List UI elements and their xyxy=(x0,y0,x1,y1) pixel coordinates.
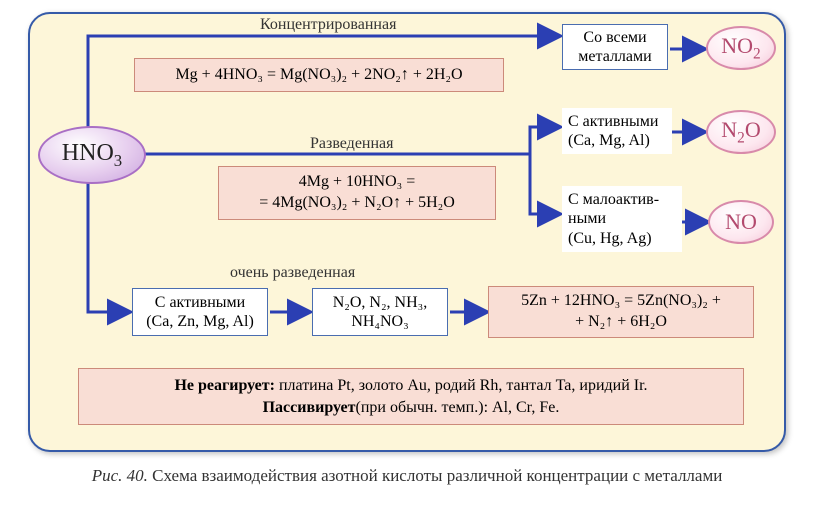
box-vd-products: N₂O, N₂, NH₃, NH₄NO₃ xyxy=(312,288,448,336)
caption-fig: Рис. 40. xyxy=(92,466,152,485)
eq3b: + N₂↑ + 6H₂O xyxy=(575,312,667,333)
notes-l1-rest: платина Pt, золото Au, родий Rh, тантал … xyxy=(275,377,648,394)
eq1-text: Mg + 4HNO₃ = Mg(NO₃)₂ + 2NO₂↑ + 2H₂O xyxy=(175,65,462,86)
hno3-text: HNO3 xyxy=(62,140,122,171)
diagram-panel: HNO3 Концентрированная Mg + 4HNO₃ = Mg(N… xyxy=(28,12,786,452)
vd-active-l2: (Ca, Zn, Mg, Al) xyxy=(146,312,254,331)
box-active-metals: С активными (Ca, Mg, Al) xyxy=(562,108,672,154)
label-diluted: Разведенная xyxy=(310,135,394,153)
box-all-metals: Со всеми металлами xyxy=(562,24,668,70)
equation-concentrated: Mg + 4HNO₃ = Mg(NO₃)₂ + 2NO₂↑ + 2H₂O xyxy=(134,58,504,92)
eq3a: 5Zn + 12HNO₃ = 5Zn(NO₃)₂ + xyxy=(521,291,721,312)
notes-line2: Пассивирует(при обычн. темп.): Al, Cr, F… xyxy=(83,397,739,419)
all-metals-l1: Со всеми xyxy=(583,28,646,47)
figure-caption: Рис. 40. Схема взаимодействия азотной ки… xyxy=(28,466,786,486)
node-n2o: N2O xyxy=(706,110,776,154)
notes-box: Не реагирует: платина Pt, золото Au, род… xyxy=(78,368,744,425)
lowactive-l2: ными xyxy=(568,209,606,228)
label-concentrated: Концентрированная xyxy=(260,16,396,34)
all-metals-l2: металлами xyxy=(578,47,651,66)
active-l1: С активными xyxy=(568,112,658,131)
vd-active-l1: С активными xyxy=(155,293,245,312)
eq2a: 4Mg + 10HNO₃ = xyxy=(299,172,416,193)
no2-text: NO2 xyxy=(721,33,760,63)
node-no2: NO2 xyxy=(706,26,776,70)
eq2b: = 4Mg(NO₃)₂ + N₂O↑ + 5H₂O xyxy=(259,193,455,214)
no-text: NO xyxy=(725,209,757,235)
box-vd-active: С активными (Ca, Zn, Mg, Al) xyxy=(132,288,268,336)
lowactive-l1: С малоактив- xyxy=(568,190,659,209)
notes-l1-bold: Не реагирует: xyxy=(174,377,275,394)
caption-text: Схема взаимодействия азотной кислоты раз… xyxy=(152,466,722,485)
n2o-text: N2O xyxy=(721,117,760,147)
label-very-diluted: очень разведенная xyxy=(230,264,355,282)
node-no: NO xyxy=(708,200,774,244)
vd-products-l2: NH₄NO₃ xyxy=(351,312,408,331)
notes-line1: Не реагирует: платина Pt, золото Au, род… xyxy=(83,375,739,397)
vd-products-l1: N₂O, N₂, NH₃, xyxy=(333,293,428,312)
box-lowactive-metals: С малоактив- ными (Cu, Hg, Ag) xyxy=(562,186,682,252)
equation-very-diluted: 5Zn + 12HNO₃ = 5Zn(NO₃)₂ + + N₂↑ + 6H₂O xyxy=(488,286,754,338)
notes-l2-rest: (при обычн. темп.): Al, Cr, Fe. xyxy=(356,399,560,416)
node-hno3: HNO3 xyxy=(38,126,146,184)
notes-l2-bold: Пассивирует xyxy=(263,399,356,416)
lowactive-l3: (Cu, Hg, Ag) xyxy=(568,229,652,248)
equation-diluted: 4Mg + 10HNO₃ = = 4Mg(NO₃)₂ + N₂O↑ + 5H₂O xyxy=(218,166,496,220)
active-l2: (Ca, Mg, Al) xyxy=(568,131,650,150)
